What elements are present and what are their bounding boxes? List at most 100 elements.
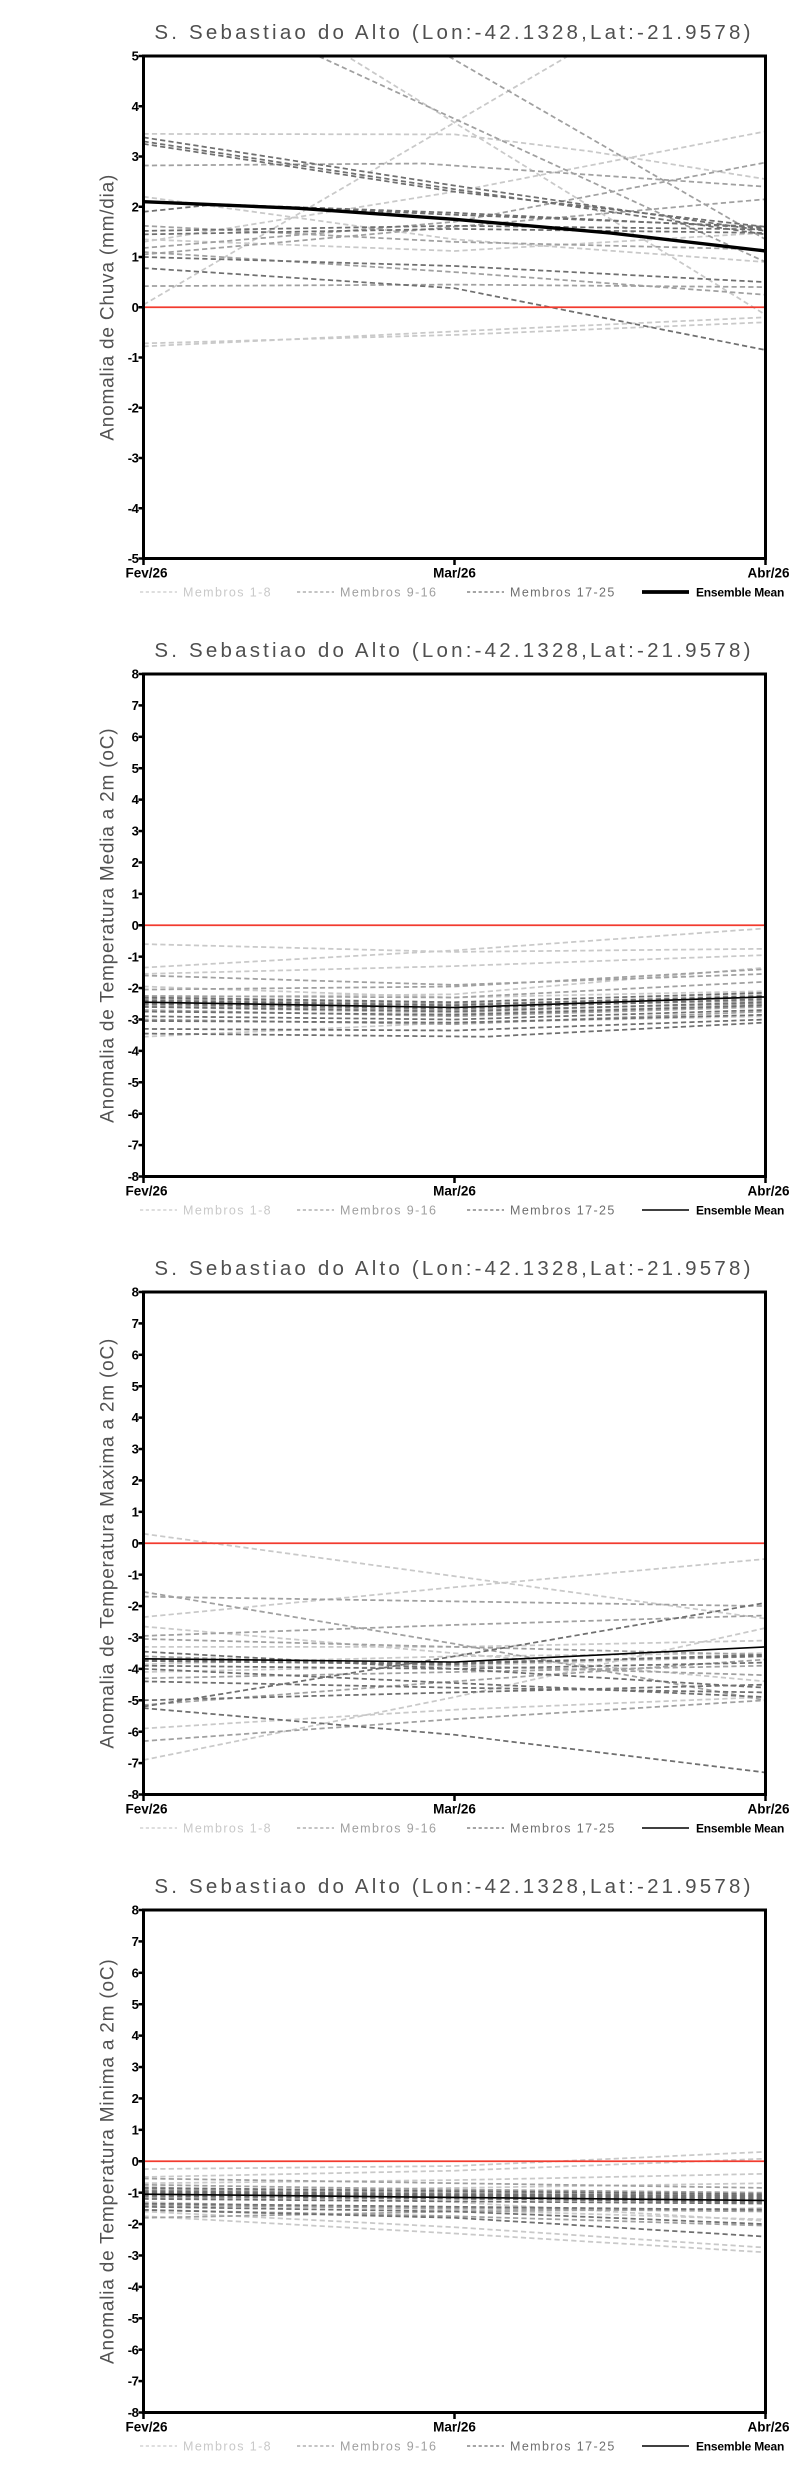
member-line-group-3 (143, 1680, 766, 1694)
y-tick-label: 6 (132, 1347, 139, 1362)
member-line-group-1 (143, 2150, 766, 2170)
member-line-group-3 (143, 2187, 766, 2196)
legend-label-2: Membros 9-16 (340, 586, 437, 600)
y-tick-label: -5 (128, 1693, 139, 1708)
legend-label-1: Membros 1-8 (183, 2440, 272, 2454)
member-line-group-1 (143, 1625, 766, 1683)
plot-area (143, 2150, 766, 2254)
y-tick-label: 4 (132, 792, 140, 807)
y-tick-label: -3 (128, 1012, 139, 1027)
y-tick-label: 5 (132, 1379, 139, 1394)
member-line-group-3 (143, 224, 766, 232)
ensemble-mean-line (143, 2193, 766, 2202)
y-tick-label: 0 (132, 300, 139, 315)
legend-label-1: Membros 1-8 (183, 1204, 272, 1218)
member-line-group-3 (143, 228, 766, 236)
y-tick-label: -7 (128, 1138, 139, 1153)
member-line-group-1 (143, 133, 766, 180)
member-line-group-3 (143, 2194, 766, 2203)
member-line-group-2 (143, 1664, 766, 1680)
y-tick-label: 8 (132, 1285, 139, 1300)
y-tick-label: -4 (128, 501, 140, 516)
y-tick-label: -2 (128, 2217, 139, 2232)
member-line-group-3 (143, 1653, 766, 1666)
member-line-group-3 (143, 1707, 766, 1774)
legend-label-3: Membros 17-25 (510, 1822, 616, 1836)
member-line-group-2 (143, 2204, 766, 2213)
member-line-group-3 (143, 1001, 766, 1013)
chart-title: S. Sebastiao do Alto (Lon:-42.1328,Lat:-… (154, 639, 753, 662)
member-line-group-2 (446, 56, 766, 241)
member-line-group-1 (143, 2157, 766, 2178)
plot-area (143, 56, 766, 351)
member-line-group-1 (143, 232, 766, 252)
x-tick-label: Abr/26 (747, 2420, 790, 2435)
legend-label-1: Membros 1-8 (183, 1822, 272, 1836)
plot-area (143, 1532, 766, 1774)
member-line-group-3 (143, 267, 766, 351)
legend-label-3: Membros 17-25 (510, 2440, 616, 2454)
y-tick-label: 6 (132, 1965, 139, 1980)
member-line-group-1 (143, 954, 766, 975)
y-tick-label: -2 (128, 981, 139, 996)
y-tick-label: 5 (132, 761, 139, 776)
y-tick-label: -1 (128, 949, 139, 964)
y-axis-label: Anomalia de Temperatura Media a 2m (oC) (98, 728, 119, 1123)
y-tick-label: 6 (132, 729, 139, 744)
y-tick-label: 2 (132, 1473, 139, 1488)
y-tick-label: 4 (132, 2028, 140, 2043)
y-tick-label: 4 (132, 1410, 140, 1425)
y-tick-label: -4 (128, 1661, 140, 1676)
y-tick-label: 8 (132, 1903, 139, 1918)
member-line-group-3 (143, 1683, 766, 1702)
y-tick-label: 4 (132, 99, 140, 114)
member-line-group-3 (143, 1650, 766, 1689)
y-axis-label: Anomalia de Chuva (mm/dia) (98, 174, 119, 441)
member-line-group-2 (143, 1614, 766, 1637)
y-tick-label: -5 (128, 1075, 139, 1090)
member-line-group-2 (143, 1595, 766, 1607)
member-line-group-3 (143, 2209, 766, 2238)
y-tick-label: -5 (128, 551, 139, 566)
member-line-group-1 (143, 2210, 766, 2249)
chart-title: S. Sebastiao do Alto (Lon:-42.1328,Lat:-… (154, 1875, 753, 1898)
member-line-group-2 (143, 161, 766, 249)
member-line-group-3 (143, 1021, 766, 1038)
x-tick-label: Fev/26 (125, 1184, 168, 1199)
y-tick-label: 3 (132, 824, 139, 839)
y-tick-label: -2 (128, 1599, 139, 1614)
member-line-group-3 (143, 1004, 766, 1016)
member-line-group-2 (143, 980, 766, 999)
y-tick-label: 7 (132, 1934, 139, 1949)
ensemble-mean-line (143, 1646, 766, 1663)
member-line-group-3 (143, 140, 766, 236)
member-line-group-1 (143, 195, 766, 263)
legend-label-2: Membros 9-16 (340, 2440, 437, 2454)
legend-label-3: Membros 17-25 (510, 1204, 616, 1218)
member-line-group-3 (143, 1009, 766, 1021)
member-line-group-2 (143, 968, 766, 991)
plot-frame (142, 1908, 767, 2414)
y-tick-label: -6 (128, 1106, 139, 1121)
legend-label-2: Membros 9-16 (340, 1822, 437, 1836)
chart-panel-1: S. Sebastiao do Alto (Lon:-42.1328,Lat:-… (98, 21, 790, 600)
legend-label-1: Membros 1-8 (183, 586, 272, 600)
y-tick-label: 2 (132, 199, 139, 214)
x-tick-label: Mar/26 (433, 2420, 476, 2435)
member-line-group-2 (143, 1591, 766, 1702)
x-tick-label: Mar/26 (433, 566, 476, 581)
member-line-group-1 (143, 2215, 766, 2254)
legend-label-3: Membros 17-25 (510, 586, 616, 600)
plot-area (143, 927, 766, 1038)
y-axis-label: Anomalia de Temperatura Maxima a 2m (oC) (98, 1338, 119, 1749)
y-tick-label: 0 (132, 1536, 139, 1551)
member-line-group-2 (143, 224, 766, 251)
member-line-group-3 (143, 2198, 766, 2205)
member-line-group-1 (143, 1558, 766, 1618)
member-line-group-1 (143, 1627, 766, 1761)
y-tick-label: -3 (128, 1630, 139, 1645)
member-line-group-2 (143, 996, 766, 1005)
y-tick-label: -1 (128, 2185, 139, 2200)
y-tick-label: 2 (132, 855, 139, 870)
y-tick-label: -6 (128, 2342, 139, 2357)
